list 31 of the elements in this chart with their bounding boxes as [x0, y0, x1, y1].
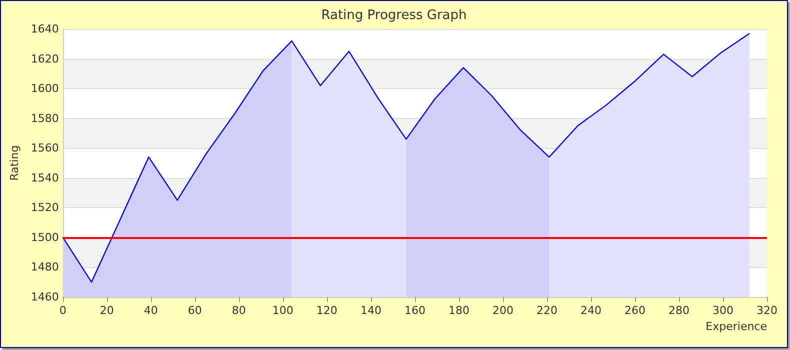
y-tick-label: 1540: [30, 171, 59, 184]
x-axis-title: Experience: [706, 320, 768, 333]
y-tick-label: 1480: [30, 260, 59, 274]
x-tick-label: 60: [188, 304, 202, 317]
y-tick-label: 1620: [30, 52, 59, 66]
x-tick-label: 260: [624, 304, 646, 317]
x-tick-label: 180: [448, 304, 470, 317]
x-tick-label: 220: [536, 304, 558, 317]
x-tick-label: 300: [712, 304, 734, 317]
y-tick-label: 1640: [30, 22, 59, 36]
y-tick-label: 1500: [30, 230, 59, 244]
chart-title: Rating Progress Graph: [321, 8, 467, 23]
y-tick-label: 1580: [30, 112, 59, 125]
y-tick-label: 1520: [30, 201, 59, 214]
y-axis-title: Rating: [8, 145, 21, 181]
x-tick-label: 120: [316, 304, 338, 317]
x-tick-label: 280: [668, 304, 690, 317]
x-tick-label: 200: [492, 304, 514, 317]
line-series: [62, 32, 750, 283]
x-tick-label: 80: [232, 304, 246, 317]
x-tick-label: 0: [59, 304, 66, 317]
x-tick-label: 320: [756, 304, 778, 317]
x-tick-label: 100: [272, 304, 294, 317]
y-tick-label: 1460: [30, 290, 59, 304]
x-tick-label: 240: [580, 304, 602, 317]
x-tick-label: 40: [144, 304, 158, 317]
x-tick-label: 140: [360, 304, 382, 317]
y-tick-label: 1600: [30, 82, 59, 96]
x-tick-label: 20: [100, 304, 114, 317]
y-tick-label: 1560: [30, 142, 59, 155]
x-tick-label: 160: [404, 304, 426, 317]
